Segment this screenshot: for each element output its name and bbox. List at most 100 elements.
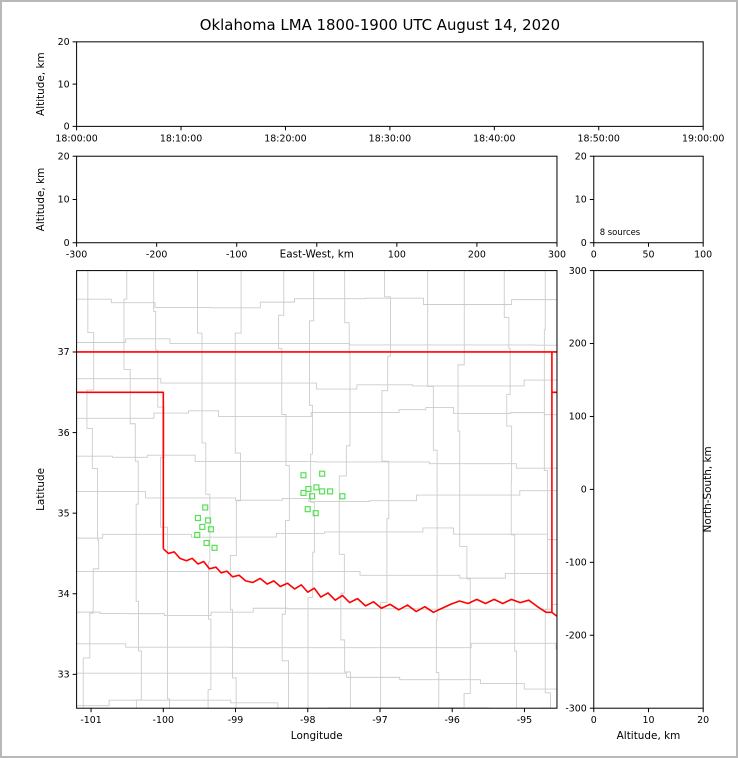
lma-source-point <box>204 517 212 524</box>
x-tick-label: 50 <box>642 250 654 261</box>
y-tick-label: -300 <box>565 703 586 714</box>
lma-source-point <box>319 488 326 495</box>
y-tick-label: 200 <box>569 339 587 350</box>
county-line <box>196 270 212 709</box>
x-tick-label: 18:40:00 <box>473 133 515 144</box>
county-line <box>153 270 171 709</box>
state-border-red-river <box>162 548 557 617</box>
y-tick-label: 10 <box>575 195 587 206</box>
lma-source-point <box>309 493 316 500</box>
lma-source-point <box>194 531 201 539</box>
plan-view-ylabel: Latitude <box>35 468 47 511</box>
x-tick-label: -300 <box>66 250 87 261</box>
county-line <box>427 270 440 709</box>
panel-altitude-vs-north-south-axes: 0 10 20 300 200 100 0 -100 -200 -300 <box>565 266 709 726</box>
county-line <box>76 454 557 469</box>
ew-height-xlabel: East-West, km <box>280 249 354 261</box>
x-tick-label: 18:00:00 <box>55 133 97 144</box>
county-line <box>76 338 557 346</box>
x-tick-label: 18:50:00 <box>578 133 620 144</box>
y-tick-label: 10 <box>58 79 70 90</box>
county-line <box>307 270 315 709</box>
lma-source-point <box>199 523 206 530</box>
x-tick-label: -99 <box>228 715 243 726</box>
x-tick-label: 10 <box>642 715 654 726</box>
lma-source-point <box>327 488 334 495</box>
county-line <box>457 270 471 709</box>
lma-source-point <box>305 485 312 493</box>
x-tick-label: 18:30:00 <box>369 133 411 144</box>
county-line <box>76 672 557 690</box>
x-tick-label: -100 <box>153 715 174 726</box>
county-line <box>76 642 557 650</box>
y-tick-label: 20 <box>58 37 70 48</box>
panel-altitude-histogram-background <box>593 156 704 243</box>
y-tick-label: 0 <box>581 485 587 496</box>
county-line <box>380 270 391 709</box>
panel-altitude-histogram-axes: 0 50 100 0 10 20 <box>575 151 712 260</box>
x-tick-label: -95 <box>517 715 532 726</box>
lma-source-point <box>300 472 307 479</box>
lma-source-point <box>313 484 320 491</box>
county-line <box>123 270 142 709</box>
y-tick-label: 33 <box>58 670 70 681</box>
county-line <box>76 378 557 390</box>
county-line <box>76 297 557 309</box>
y-tick-label: 20 <box>575 151 587 162</box>
county-line <box>76 604 557 616</box>
lma-source-point <box>211 544 218 551</box>
plan-view-xlabel: Longitude <box>291 730 343 742</box>
lma-source-point <box>304 506 311 513</box>
county-boundary-lines <box>76 270 557 709</box>
panel-altitude-vs-time-background <box>76 41 704 127</box>
lma-source-point <box>312 510 319 517</box>
x-tick-label: 18:10:00 <box>160 133 202 144</box>
x-tick-label: 300 <box>548 250 566 261</box>
county-line <box>543 270 551 709</box>
county-line <box>338 270 351 709</box>
state-border-lines <box>76 351 557 617</box>
ns-height-ylabel: North-South, km <box>702 446 714 532</box>
figure-title: Oklahoma LMA 1800-1900 UTC August 14, 20… <box>200 16 560 34</box>
y-tick-label: 20 <box>58 151 70 162</box>
x-tick-label: 200 <box>468 250 486 261</box>
lma-source-point <box>203 539 210 547</box>
lma-source-point <box>207 526 215 533</box>
y-tick-label: 35 <box>58 508 70 519</box>
x-tick-label: -200 <box>146 250 167 261</box>
county-line <box>76 490 557 502</box>
lma-source-points <box>194 470 346 551</box>
y-tick-label: -200 <box>565 630 586 641</box>
panel-plan-view-map-axes: -101 -100 -99 -98 -97 -96 -95 33 34 35 36 37 <box>58 270 558 726</box>
x-tick-label: 19:00:00 <box>682 133 724 144</box>
y-tick-label: 36 <box>58 428 70 439</box>
panel-altitude-vs-east-west-axes: -300 -200 -100 100 200 300 0 10 20 <box>58 151 566 260</box>
y-tick-label: 34 <box>58 589 70 600</box>
panel-altitude-vs-time-axes: 18:00:00 18:10:00 18:20:00 18:30:00 18:40:00… <box>55 37 724 144</box>
x-tick-label: -100 <box>226 250 247 261</box>
x-tick-label: 0 <box>591 250 597 261</box>
x-tick-label: -98 <box>300 715 315 726</box>
y-tick-label: 0 <box>581 238 587 249</box>
lma-source-point <box>300 489 307 497</box>
ns-height-xlabel: Altitude, km <box>617 730 681 742</box>
y-tick-label: 0 <box>64 122 70 133</box>
county-line <box>76 407 557 419</box>
lma-source-point <box>202 504 209 511</box>
county-line <box>82 270 100 709</box>
x-tick-label: 100 <box>388 250 406 261</box>
x-tick-label: 18:20:00 <box>264 133 306 144</box>
x-tick-label: 0 <box>591 715 597 726</box>
y-tick-label: 100 <box>569 412 587 423</box>
time-height-ylabel: Altitude, km <box>35 52 47 116</box>
y-tick-label: 0 <box>64 238 70 249</box>
y-tick-label: 300 <box>569 266 587 277</box>
panel-altitude-vs-east-west-background <box>76 156 557 243</box>
y-tick-label: 10 <box>58 195 70 206</box>
county-line <box>76 527 557 541</box>
x-tick-label: -97 <box>372 715 387 726</box>
lma-source-point <box>319 470 326 477</box>
x-tick-label: -101 <box>80 715 101 726</box>
